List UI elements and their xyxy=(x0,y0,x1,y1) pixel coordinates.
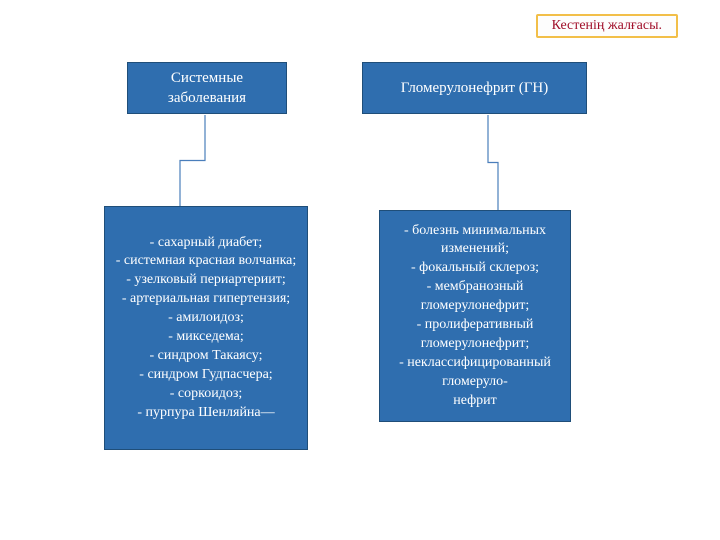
connector-right xyxy=(0,0,720,540)
